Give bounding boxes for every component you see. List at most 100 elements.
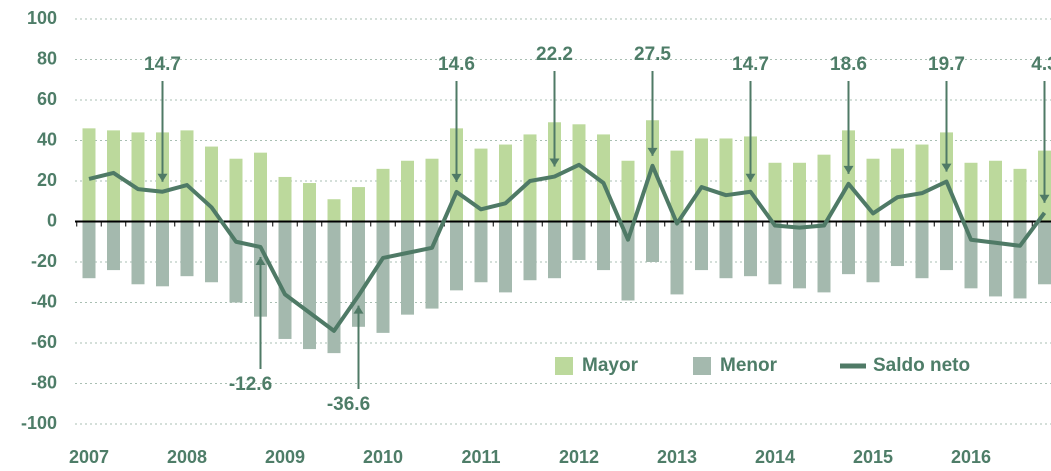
bar (303, 221, 316, 350)
arrow-head (647, 147, 658, 156)
bar (499, 144, 512, 222)
arrow-head (1039, 194, 1050, 203)
bar (1013, 168, 1027, 222)
annotation-label: 4.3 (1031, 54, 1051, 75)
bar (695, 221, 708, 271)
y-tick-label: -100 (21, 413, 57, 433)
bar (156, 221, 169, 287)
bar (842, 130, 855, 222)
bar (1013, 221, 1027, 299)
bar (254, 152, 267, 222)
bar (915, 144, 929, 222)
bar (891, 148, 904, 222)
y-tick-label: 60 (37, 89, 57, 109)
x-tick-label: 2009 (265, 447, 305, 467)
bar (989, 160, 1002, 222)
bar (499, 221, 512, 293)
bar (597, 221, 610, 271)
y-tick-label: -40 (31, 291, 57, 311)
bar (474, 221, 488, 283)
bar (131, 221, 145, 285)
arrow-head (451, 173, 462, 182)
bar (450, 221, 463, 291)
bar (131, 132, 145, 222)
bar (744, 221, 757, 277)
bar (180, 221, 194, 277)
bar (327, 221, 341, 354)
arrow-head (941, 163, 952, 172)
y-tick-label: 0 (47, 210, 57, 230)
bar (964, 162, 978, 222)
bar (695, 138, 708, 222)
annotation-label: 22.2 (536, 44, 573, 65)
arrow-head (255, 257, 266, 266)
legend-label: Menor (720, 355, 778, 376)
annotation-label: 19.7 (928, 54, 965, 75)
bar (842, 221, 855, 275)
legend-swatch (555, 357, 573, 375)
bar (940, 221, 953, 271)
y-tick-label: 80 (37, 48, 57, 68)
x-tick-label: 2013 (657, 447, 697, 467)
x-tick-label: 2014 (755, 447, 795, 467)
bar (327, 199, 341, 222)
bar (621, 221, 635, 301)
annotation-label: 14.6 (438, 54, 475, 75)
bar (866, 158, 880, 222)
bar (474, 148, 488, 222)
bar (817, 221, 831, 293)
bar (793, 162, 806, 222)
bar (719, 221, 733, 279)
bar (523, 221, 537, 281)
arrow-head (843, 165, 854, 174)
bar (548, 122, 561, 222)
arrow-head (353, 305, 364, 314)
bar (82, 221, 96, 279)
bar (376, 168, 390, 222)
bar (793, 221, 806, 289)
bar (817, 154, 831, 222)
arrow-head (549, 158, 560, 167)
bar (278, 176, 292, 222)
bar (278, 221, 292, 339)
x-tick-label: 2016 (951, 447, 991, 467)
bar (205, 221, 218, 283)
annotation-label: -36.6 (327, 394, 370, 415)
legend-label: Saldo neto (873, 355, 970, 376)
bar (572, 124, 586, 222)
annotation-label: 14.7 (144, 54, 181, 75)
x-tick-label: 2011 (461, 447, 500, 467)
legend-label: Mayor (582, 355, 639, 376)
bar (352, 187, 365, 222)
y-tick-label: 100 (27, 8, 57, 28)
arrow-head (745, 173, 756, 182)
x-tick-label: 2015 (853, 447, 893, 467)
y-tick-label: 20 (37, 170, 57, 190)
bar (572, 221, 586, 260)
bar (768, 221, 782, 285)
arrow-head (157, 173, 168, 182)
bar (229, 158, 243, 222)
y-tick-label: 40 (37, 129, 57, 149)
bar (376, 221, 390, 333)
x-tick-label: 2010 (363, 447, 403, 467)
bar (719, 138, 733, 222)
bar (401, 221, 414, 315)
bar (180, 130, 194, 222)
annotation-label: 27.5 (634, 44, 671, 65)
bar (107, 221, 120, 271)
bar (1038, 221, 1051, 285)
y-tick-label: -20 (31, 251, 57, 271)
bar (670, 221, 684, 295)
legend-swatch (693, 357, 711, 375)
bar (425, 158, 439, 222)
annotation-label: 18.6 (830, 54, 867, 75)
bar (940, 132, 953, 222)
bar (107, 130, 120, 222)
bar (621, 160, 635, 222)
x-tick-label: 2012 (559, 447, 599, 467)
bar (303, 183, 316, 222)
bar (670, 150, 684, 222)
x-tick-label: 2008 (167, 447, 207, 467)
bar (646, 221, 659, 262)
